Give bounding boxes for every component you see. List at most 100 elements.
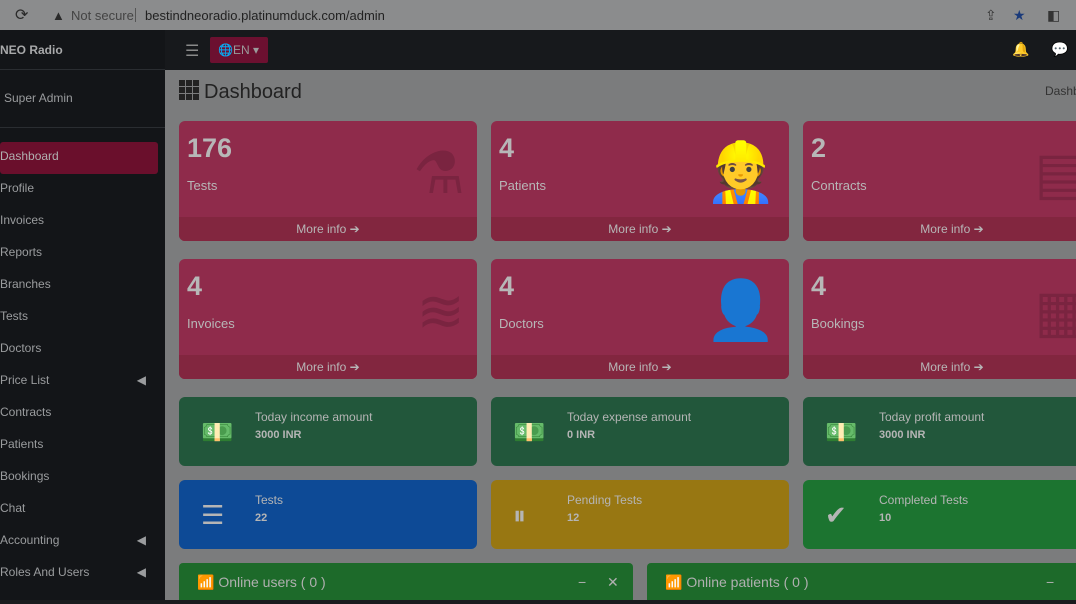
sidebar-item-profile[interactable]: Profile xyxy=(0,174,158,206)
sidebar-item-label: Contracts xyxy=(0,405,52,419)
sidebar-item-dashboard[interactable]: Dashboard xyxy=(0,142,158,174)
sidebar-item-label: Chat xyxy=(0,501,26,515)
file-medical-icon: ▤ xyxy=(1034,141,1076,206)
sidebar-item-bookings[interactable]: Bookings xyxy=(0,462,158,494)
stat-value: 4 xyxy=(187,271,203,301)
pause-icon: ⏸ xyxy=(513,500,527,530)
sidebar-item-roles-and-users[interactable]: Roles And Users ◀ xyxy=(0,558,158,590)
arrow-circle-right-icon: ➔ xyxy=(349,360,360,374)
sidebar-item-label: Reports xyxy=(0,245,43,259)
info-box-tests: ☰ Tests 22 xyxy=(179,480,477,549)
more-info-link[interactable]: More info ➔ xyxy=(803,355,1076,379)
sidebar-item-chat[interactable]: Chat xyxy=(0,494,158,526)
info-value: 0 INR xyxy=(567,429,596,441)
page-title: Dashboard xyxy=(179,80,302,104)
more-info-link[interactable]: More info ➔ xyxy=(491,355,789,379)
sidebar-item-label: Dashboard xyxy=(0,149,59,163)
sidebar-item-branches[interactable]: Branches xyxy=(0,270,158,302)
globe-icon: 🌐 xyxy=(218,43,233,57)
language-dropdown[interactable]: 🌐EN ▾ xyxy=(210,37,268,63)
info-box-today-income-amount: 💵 Today income amount 3000 INR xyxy=(179,397,477,466)
star-icon[interactable]: ★ xyxy=(1013,6,1026,23)
sidebar-item-invoices[interactable]: Invoices xyxy=(0,206,158,238)
stat-value: 4 xyxy=(811,271,827,301)
stat-card-doctors: 4 Doctors 👤 More info ➔ xyxy=(491,259,789,379)
stat-label: Patients xyxy=(499,178,546,193)
stat-label: Tests xyxy=(187,178,218,193)
flask-icon: ⚗ xyxy=(413,141,465,206)
calendar-icon: ▦ xyxy=(1034,279,1076,344)
sidebar-item-tests[interactable]: Tests xyxy=(0,302,158,334)
sidebar-item-label: Doctors xyxy=(0,341,42,355)
arrow-circle-right-icon: ➔ xyxy=(349,222,360,236)
money-icon: 💵 xyxy=(825,417,858,447)
info-value: 10 xyxy=(879,512,892,524)
breadcrumb[interactable]: Dashb xyxy=(1045,84,1076,98)
sidebar-item-patients[interactable]: Patients xyxy=(0,430,158,462)
panel-title: 📶 Online users ( 0 ) xyxy=(197,574,326,590)
language-label: EN xyxy=(232,43,250,57)
money-icon: 💵 xyxy=(201,417,234,447)
chat-icon[interactable]: 💬 xyxy=(1051,41,1069,57)
stat-label: Invoices xyxy=(187,316,235,331)
more-info-link[interactable]: More info ➔ xyxy=(491,217,789,241)
address-bar[interactable]: bestindneoradio.platinumduck.com/admin xyxy=(145,7,385,23)
stat-label: Doctors xyxy=(499,316,544,331)
stat-card-patients: 4 Patients 👷 More info ➔ xyxy=(491,121,789,241)
info-value: 22 xyxy=(255,512,268,524)
stat-label: Bookings xyxy=(811,316,865,331)
sidebar-item-label: Invoices xyxy=(0,213,45,227)
info-box-today-expense-amount: 💵 Today expense amount 0 INR xyxy=(491,397,789,466)
info-box-pending-tests: ⏸ Pending Tests 12 xyxy=(491,480,789,549)
user-name[interactable]: Super Admin xyxy=(0,70,165,128)
arrow-circle-right-icon: ➔ xyxy=(661,360,672,374)
more-info-link[interactable]: More info ➔ xyxy=(179,217,477,241)
info-value: 3000 INR xyxy=(255,429,302,441)
more-info-link[interactable]: More info ➔ xyxy=(179,355,477,379)
sidebar-item-contracts[interactable]: Contracts xyxy=(0,398,158,430)
more-info-link[interactable]: More info ➔ xyxy=(803,217,1076,241)
top-navbar: ☰ 🌐EN ▾ 🔔 💬 xyxy=(165,30,1076,70)
sidebar-item-accounting[interactable]: Accounting ◀ xyxy=(0,526,158,558)
bell-icon[interactable]: 🔔 xyxy=(1012,41,1030,57)
grid-icon xyxy=(179,80,199,100)
sidebar-item-label: Price List xyxy=(0,373,50,387)
online-patients-panel: 📶 Online patients ( 0 ) − xyxy=(647,563,1076,604)
warning-icon: ▲ xyxy=(52,7,65,23)
arrow-circle-right-icon: ➔ xyxy=(661,222,672,236)
share-icon[interactable]: ⇪ xyxy=(985,6,997,23)
layers-icon: ≋ xyxy=(416,279,465,344)
sidebar-item-reports[interactable]: Reports xyxy=(0,238,158,270)
sidebar-item-label: Bookings xyxy=(0,469,50,483)
close-icon[interactable]: ✕ xyxy=(607,574,619,590)
check-icon: ✔ xyxy=(825,500,847,530)
info-box-today-profit-amount: 💵 Today profit amount 3000 INR xyxy=(803,397,1076,466)
stat-card-invoices: 4 Invoices ≋ More info ➔ xyxy=(179,259,477,379)
sidepanel-icon[interactable]: ◧ xyxy=(1047,6,1061,23)
minimize-icon[interactable]: − xyxy=(578,574,587,590)
sidebar-item-price-list[interactable]: Price List ◀ xyxy=(0,366,158,398)
reload-icon[interactable]: ⟳ xyxy=(15,7,29,24)
stat-value: 4 xyxy=(499,133,515,163)
sidebar-item-doctors[interactable]: Doctors xyxy=(0,334,158,366)
browser-bar: ⟳ ▲ Not secure bestindneoradio.platinumd… xyxy=(0,0,1076,30)
online-users-panel: 📶 Online users ( 0 ) − ✕ xyxy=(179,563,633,604)
minimize-icon[interactable]: − xyxy=(1046,574,1055,590)
menu-icon[interactable]: ☰ xyxy=(185,43,200,60)
divider xyxy=(135,8,136,22)
sidebar-item-label: Roles And Users xyxy=(0,565,90,579)
security-label[interactable]: Not secure xyxy=(71,7,134,23)
sidebar-item-label: Patients xyxy=(0,437,44,451)
stat-value: 2 xyxy=(811,133,827,163)
sidebar-item-label: Branches xyxy=(0,277,51,291)
sidebar-item-label: Accounting xyxy=(0,533,60,547)
brand[interactable]: NEO Radio xyxy=(0,30,165,70)
stat-card-bookings: 4 Bookings ▦ More info ➔ xyxy=(803,259,1076,379)
info-box-completed-tests: ✔ Completed Tests 10 xyxy=(803,480,1076,549)
info-title: Today income amount xyxy=(255,410,373,424)
sidebar-item-label: Profile xyxy=(0,181,35,195)
info-value: 12 xyxy=(567,512,580,524)
taskbar xyxy=(0,600,1076,604)
stat-value: 176 xyxy=(187,133,233,163)
user-md-icon: 👤 xyxy=(704,278,777,343)
